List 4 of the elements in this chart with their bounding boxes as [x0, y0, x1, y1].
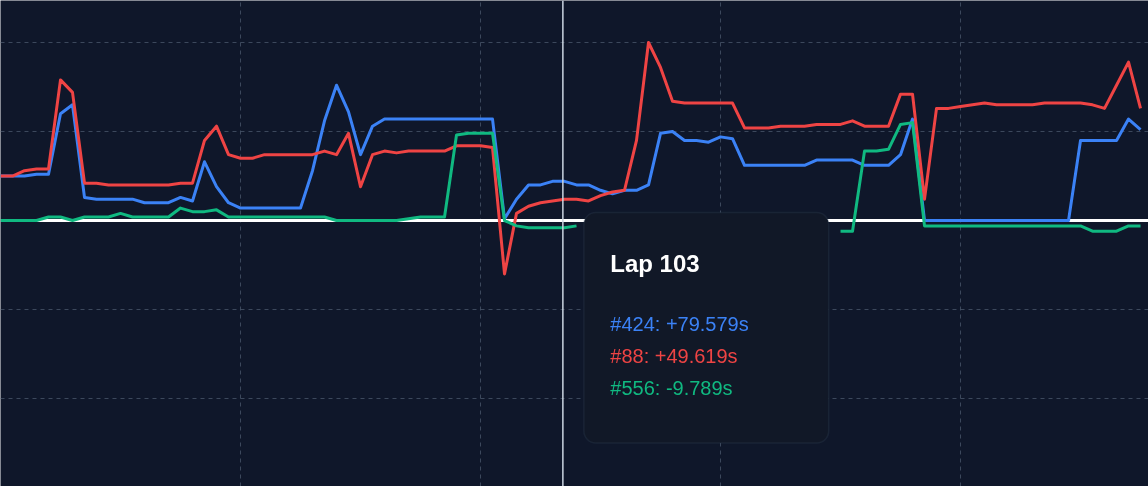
- annotation: Lap 103: [610, 249, 700, 277]
- text: #556: -9.789s: [610, 376, 733, 399]
- text: #424: +79.579s: [610, 312, 749, 335]
- text: #88: +49.619s: [610, 344, 738, 367]
